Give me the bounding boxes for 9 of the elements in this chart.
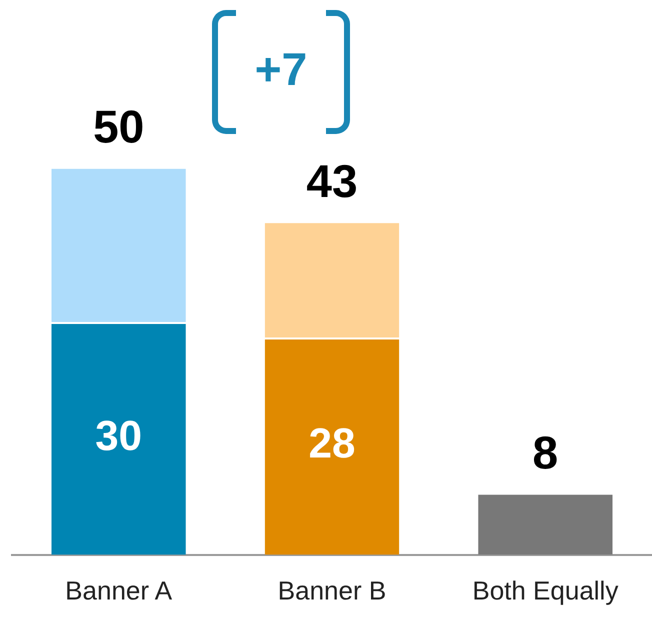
data-label: 30 [95, 412, 142, 459]
x-tick-label: Banner B [278, 576, 386, 606]
total-label: 43 [306, 154, 358, 207]
total-label: 50 [93, 100, 144, 153]
x-tick-label: Banner A [65, 576, 173, 606]
x-tick-label: Both Equally [472, 576, 618, 606]
total-label: 8 [532, 426, 558, 478]
data-label: 28 [308, 420, 356, 467]
text: +7 [254, 42, 308, 96]
